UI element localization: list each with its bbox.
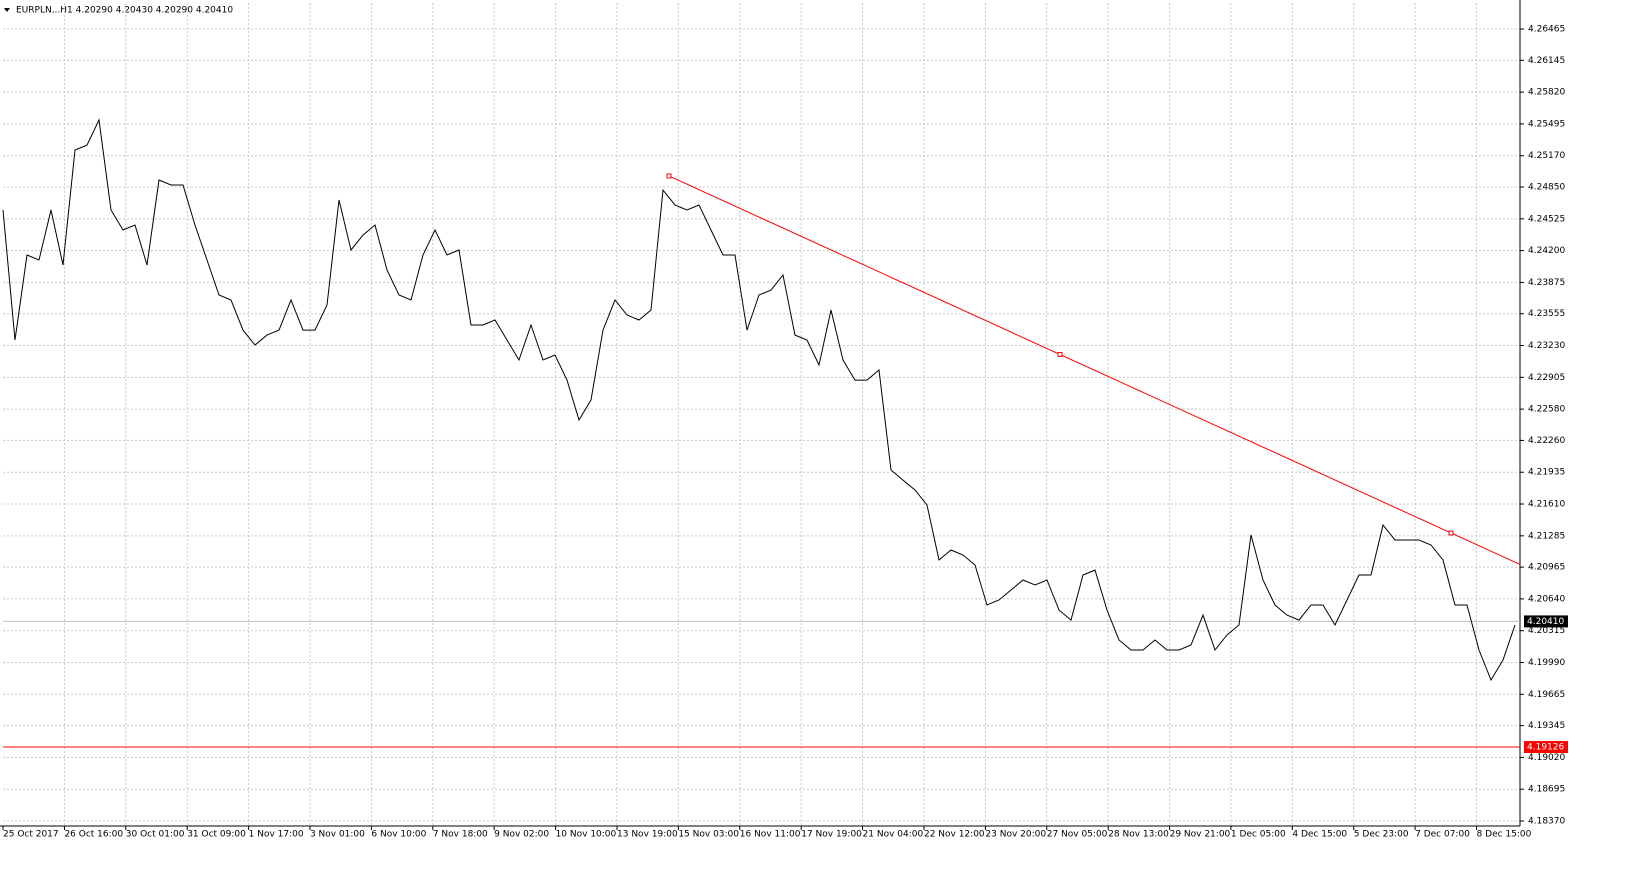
price-line (2, 118, 1516, 682)
x-tick-label: 21 Nov 04:00 (863, 830, 924, 840)
x-tick-label: 13 Nov 19:00 (617, 830, 678, 840)
x-tick-label: 9 Nov 02:00 (494, 830, 549, 840)
x-tick-label: 7 Dec 07:00 (1415, 830, 1470, 840)
y-tick-label: 4.25495 (1528, 119, 1565, 129)
y-tick-label: 4.21935 (1528, 468, 1565, 478)
x-tick-label: 28 Nov 13:00 (1108, 830, 1169, 840)
x-tick-label: 7 Nov 18:00 (433, 830, 488, 840)
y-tick-label: 4.23875 (1528, 278, 1565, 288)
y-tick-label: 4.19345 (1528, 721, 1565, 731)
price-label-box (1524, 615, 1568, 628)
x-tick-label: 29 Nov 21:00 (1170, 830, 1231, 840)
current-price-label: 4.20410 (1527, 617, 1564, 627)
y-tick-label: 4.23555 (1528, 309, 1565, 319)
x-tick-label: 26 Oct 16:00 (64, 830, 123, 840)
trendline (668, 175, 1521, 565)
y-tick-label: 4.24525 (1528, 214, 1565, 224)
x-tick-label: 6 Nov 10:00 (371, 830, 426, 840)
x-tick-label: 15 Nov 03:00 (678, 830, 739, 840)
y-tick-label: 4.19020 (1528, 753, 1565, 763)
trendline-handle (1448, 530, 1454, 536)
y-tick-label: 4.21610 (1528, 500, 1565, 510)
y-tick-label: 4.23230 (1528, 341, 1565, 351)
y-tick-label: 4.18695 (1528, 785, 1565, 795)
x-tick-label: 16 Nov 11:00 (740, 830, 801, 840)
price-label-box (1524, 741, 1568, 754)
x-tick-label: 31 Oct 09:00 (187, 830, 246, 840)
y-tick-label: 4.20315 (1528, 626, 1565, 636)
y-tick-label: 4.20640 (1528, 594, 1565, 604)
y-tick-label: 4.26145 (1528, 56, 1565, 66)
y-tick-label: 4.26465 (1528, 25, 1565, 35)
x-tick-label: 22 Nov 12:00 (924, 830, 985, 840)
y-tick-label: 4.22905 (1528, 373, 1565, 383)
x-tick-label: 10 Nov 10:00 (556, 830, 617, 840)
x-tick-label: 4 Dec 15:00 (1292, 830, 1347, 840)
y-tick-label: 4.25170 (1528, 151, 1565, 161)
y-tick-label: 4.19990 (1528, 658, 1565, 668)
y-tick-label: 4.21285 (1528, 531, 1565, 541)
y-tick-label: 4.22260 (1528, 436, 1565, 446)
y-tick-label: 4.24850 (1528, 183, 1565, 193)
symbol-menu-icon[interactable] (4, 8, 10, 12)
x-tick-label: 3 Nov 01:00 (310, 830, 365, 840)
y-tick-label: 4.25820 (1528, 88, 1565, 98)
x-tick-label: 30 Oct 01:00 (126, 830, 185, 840)
price-label: 4.19126 (1527, 743, 1564, 753)
x-tick-label: 5 Dec 23:00 (1354, 830, 1409, 840)
y-tick-label: 4.20965 (1528, 563, 1565, 573)
y-tick-label: 4.19665 (1528, 690, 1565, 700)
x-tick-label: 8 Dec 15:00 (1477, 830, 1532, 840)
y-tick-label: 4.24200 (1528, 246, 1565, 256)
x-tick-label: 23 Nov 20:00 (985, 830, 1046, 840)
y-tick-label: 4.22580 (1528, 405, 1565, 415)
y-tick-label: 4.18370 (1528, 817, 1565, 827)
trendline-handle (1057, 351, 1063, 357)
x-tick-label: 17 Nov 19:00 (801, 830, 862, 840)
x-tick-label: 25 Oct 2017 (3, 830, 59, 840)
x-tick-label: 27 Nov 05:00 (1047, 830, 1108, 840)
x-tick-label: 1 Dec 05:00 (1231, 830, 1286, 840)
x-tick-label: 1 Nov 17:00 (249, 830, 304, 840)
chart-title: EURPLN...H1 4.20290 4.20430 4.20290 4.20… (16, 6, 233, 16)
trendline-handle (666, 173, 672, 179)
